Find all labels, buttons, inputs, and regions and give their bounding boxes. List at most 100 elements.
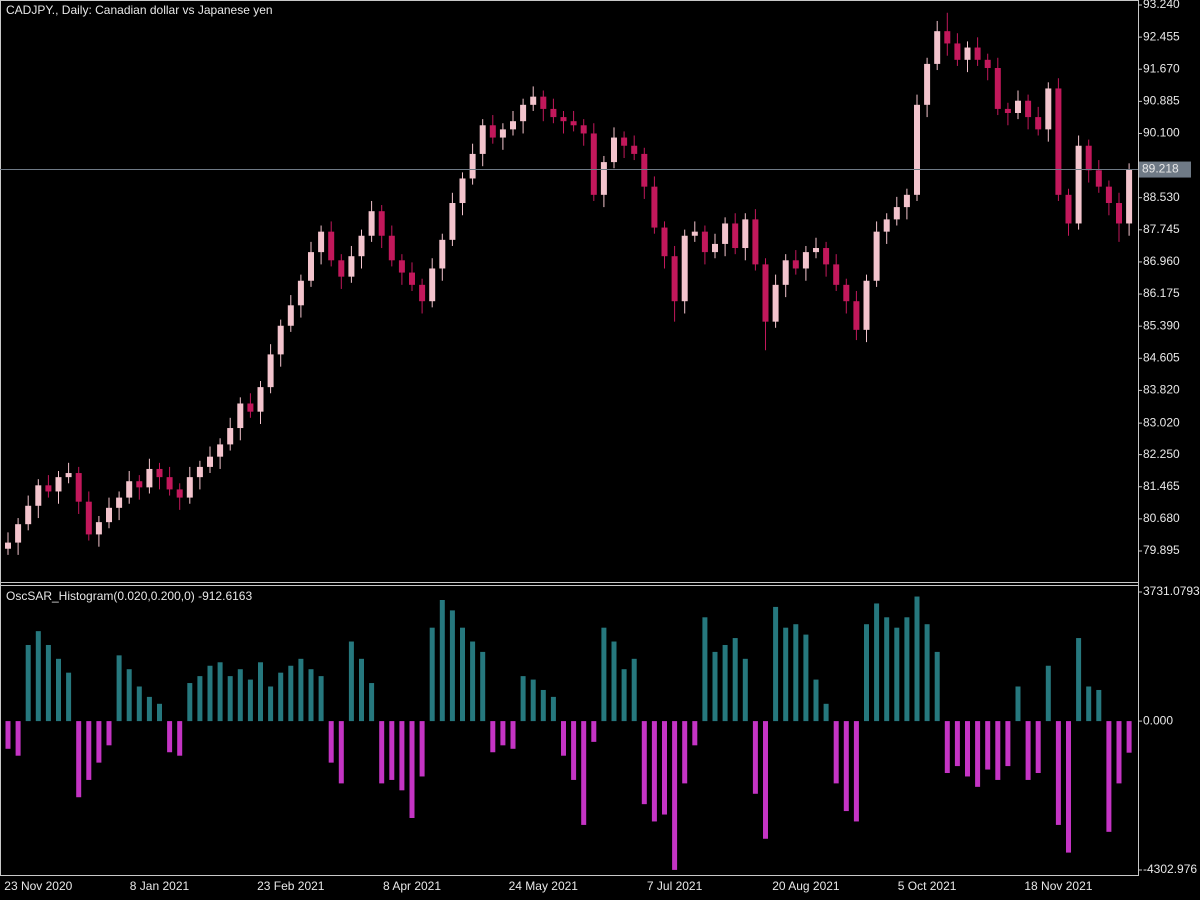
histogram-bar	[247, 679, 253, 722]
histogram-bar	[227, 676, 233, 722]
candle-body	[1065, 194, 1072, 224]
candle-body	[5, 542, 11, 549]
candle-body	[25, 505, 32, 525]
candle-body	[1075, 145, 1082, 224]
histogram-bar	[379, 721, 385, 784]
histogram-bar	[15, 721, 21, 756]
histogram-bar	[965, 721, 970, 777]
histogram-bar	[136, 686, 142, 722]
histogram-bar	[96, 721, 102, 763]
histogram-bar	[237, 669, 243, 722]
candle-body	[65, 473, 72, 478]
candle-body	[429, 268, 436, 302]
candle-body	[813, 248, 819, 253]
candle-body	[116, 497, 123, 508]
histogram-bar	[621, 669, 627, 722]
histogram-bar	[692, 721, 698, 746]
histogram-bar	[1005, 721, 1011, 767]
candle-body	[510, 121, 516, 130]
histogram-bar	[904, 617, 910, 722]
candle-body	[277, 325, 284, 355]
histogram-bar	[449, 610, 455, 722]
candle-body	[186, 477, 193, 498]
x-tick-label: 8 Apr 2021	[383, 879, 441, 893]
histogram-bar	[520, 676, 526, 722]
candle-body	[570, 121, 577, 126]
candle-body	[722, 223, 729, 244]
histogram-bar	[1025, 721, 1031, 780]
histogram-bar	[490, 721, 496, 753]
candle-body	[196, 466, 203, 478]
histogram-bar	[338, 721, 344, 784]
y-tick-label: 83.020	[1143, 415, 1180, 429]
candle-body	[681, 235, 688, 302]
histogram-bar	[752, 721, 758, 794]
histogram-bar	[1126, 721, 1132, 753]
x-tick-label: 18 Nov 2021	[1024, 879, 1092, 893]
candle-body	[257, 387, 264, 412]
candle-body	[974, 47, 981, 60]
y-tick-label: 90.885	[1143, 94, 1180, 108]
histogram-bar	[722, 644, 728, 722]
candle-body	[398, 260, 405, 273]
candle-body	[520, 104, 527, 122]
histogram-bar	[944, 721, 950, 774]
histogram-bar	[732, 638, 738, 722]
histogram-bar	[651, 721, 657, 822]
candle-body	[984, 59, 991, 68]
candle-body	[1004, 108, 1011, 114]
histogram-bar	[369, 683, 375, 722]
candle-body	[489, 125, 496, 138]
y-tick-label: 86.960	[1143, 254, 1180, 268]
histogram-bar	[823, 703, 829, 722]
candle-body	[600, 162, 607, 195]
candle-body	[661, 227, 668, 257]
candle-body	[419, 284, 426, 302]
candle-body	[802, 252, 809, 269]
candle-body	[994, 67, 1001, 109]
histogram-bar	[571, 721, 577, 780]
x-tick-label: 20 Aug 2021	[772, 879, 840, 893]
y-tick-label: 84.605	[1143, 350, 1180, 364]
histogram-bar	[813, 679, 819, 722]
histogram-bar	[288, 665, 294, 722]
candle-body	[833, 264, 840, 285]
histogram-bar	[308, 669, 314, 722]
histogram-bar	[66, 672, 72, 722]
histogram-bar	[25, 644, 31, 722]
candle-body	[1035, 117, 1042, 130]
candle-body	[348, 256, 355, 277]
candle-body	[762, 264, 769, 322]
histogram-bar	[409, 721, 415, 818]
candle-body	[701, 231, 708, 253]
histogram-bar	[843, 721, 849, 812]
candle-body	[75, 473, 82, 502]
histogram-bar	[1055, 721, 1061, 825]
histogram-bar	[975, 721, 981, 787]
histogram-bar	[1086, 686, 1092, 722]
candle-body	[95, 522, 102, 535]
x-tick-label: 5 Oct 2021	[898, 879, 957, 893]
histogram-bar	[146, 696, 152, 722]
y-tick-label: 92.455	[1143, 29, 1180, 43]
y-tick-label: 80.680	[1143, 511, 1180, 525]
candle-body	[227, 428, 234, 445]
candle-body	[732, 223, 739, 249]
histogram-bar	[763, 721, 768, 839]
candle-body	[267, 354, 274, 388]
histogram-bar	[611, 641, 617, 722]
candle-body	[126, 481, 133, 498]
candle-body	[631, 145, 638, 154]
histogram-bar	[268, 686, 274, 722]
histogram-bar	[934, 651, 940, 722]
histogram-bar	[783, 627, 789, 722]
x-tick-label: 23 Feb 2021	[257, 879, 325, 893]
candle-body	[469, 153, 476, 179]
candle-body	[207, 456, 213, 467]
candle-body	[641, 153, 648, 187]
histogram-bar	[884, 617, 890, 722]
y-tick-label: 86.175	[1143, 286, 1180, 300]
